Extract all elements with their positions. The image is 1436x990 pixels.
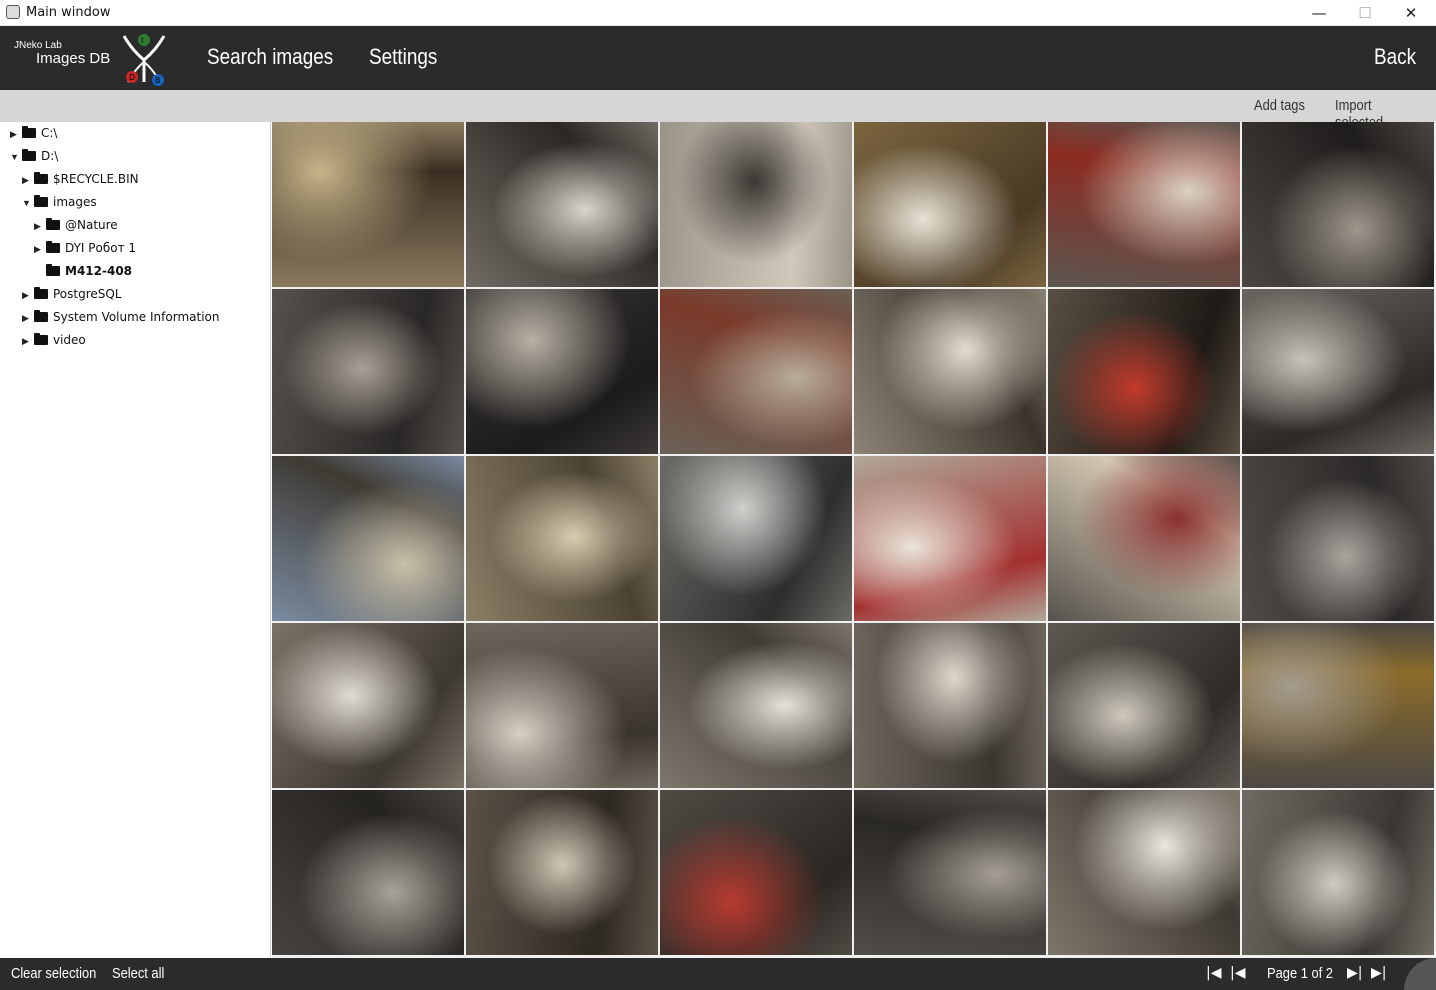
thumbnail-steering-wheel[interactable]	[1242, 122, 1434, 287]
thumbnail-dash-floor[interactable]	[272, 790, 464, 955]
tree-item-recycle-bin[interactable]: ▶ $RECYCLE.BIN	[22, 169, 139, 189]
svg-text:I: I	[141, 36, 143, 45]
app-header: JNeko Lab Images DB I D B Search images …	[0, 26, 1436, 90]
thumbnail-grille-headlight[interactable]	[660, 456, 852, 621]
tree-item-images[interactable]: ▼ images	[22, 192, 97, 212]
back-button[interactable]: Back	[1374, 44, 1417, 69]
collapse-arrow-icon[interactable]: ▼	[22, 198, 31, 208]
thumbnail-door-panel[interactable]	[854, 122, 1046, 287]
thumbnail-fuse-wiring[interactable]	[1048, 289, 1240, 454]
app-logo: JNeko Lab Images DB I D B	[14, 32, 174, 86]
folder-icon	[34, 287, 48, 299]
thumbnail-dash-wires[interactable]	[1242, 623, 1434, 788]
thumbnail-door-frame[interactable]	[660, 623, 852, 788]
image-grid	[272, 122, 1436, 958]
tree-item-d-drive[interactable]: ▼ D:\	[10, 146, 58, 166]
thumbnail-floor-insulation-2[interactable]	[1242, 456, 1434, 621]
window-title: Main window	[26, 5, 111, 20]
thumbnail-dash-frame[interactable]	[1048, 623, 1240, 788]
folder-icon	[22, 149, 36, 161]
select-all-button[interactable]: Select all	[112, 965, 165, 982]
nav-search-images[interactable]: Search images	[207, 44, 334, 69]
thumbnail-interior-seat[interactable]	[854, 289, 1046, 454]
expand-arrow-icon[interactable]: ▶	[22, 313, 29, 323]
thumbnail-dash-steering[interactable]	[1048, 456, 1240, 621]
minimize-button[interactable]: —	[1311, 4, 1327, 22]
thumbnail-firewall[interactable]	[1242, 790, 1434, 955]
thumbnail-car-rear[interactable]	[1048, 122, 1240, 287]
tree-item-c-drive[interactable]: ▶ C:\	[10, 123, 57, 143]
expand-arrow-icon[interactable]: ▶	[34, 221, 41, 231]
tree-item-nature[interactable]: ▶ @Nature	[34, 215, 118, 235]
next-page-icon[interactable]: ▶|	[1347, 965, 1363, 981]
svg-text:B: B	[155, 76, 161, 85]
status-footer: Clear selection Select all |◀ |◀ Page 1 …	[0, 958, 1436, 990]
close-button[interactable]: ✕	[1404, 4, 1418, 22]
thumbnail-steering-gauges[interactable]	[272, 289, 464, 454]
expand-arrow-icon[interactable]: ▶	[34, 244, 41, 254]
tree-item-dyi-robot[interactable]: ▶ DYI Робот 1	[34, 238, 136, 258]
thumbnail-car-front-right[interactable]	[466, 456, 658, 621]
folder-icon	[34, 333, 48, 345]
folder-icon	[46, 241, 60, 253]
thumbnail-roof-interior[interactable]	[1048, 790, 1240, 955]
prev-page-icon[interactable]: |◀	[1230, 965, 1246, 981]
expand-arrow-icon[interactable]: ▶	[10, 129, 17, 139]
logo-name-text: Images DB	[36, 50, 111, 67]
thumbnail-mirror[interactable]	[272, 122, 464, 287]
thumbnail-wiring-dash[interactable]	[660, 289, 852, 454]
add-tags-button[interactable]: Add tags	[1254, 97, 1305, 114]
thumbnail-engine-bay[interactable]	[466, 790, 658, 955]
folder-icon	[34, 172, 48, 184]
nav-settings[interactable]: Settings	[369, 44, 438, 69]
last-page-icon[interactable]: ▶|	[1371, 965, 1387, 981]
page-indicator: Page 1 of 2	[1267, 965, 1333, 982]
thumbnail-interior-door[interactable]	[854, 456, 1046, 621]
first-page-icon[interactable]: |◀	[1206, 965, 1222, 981]
folder-icon	[22, 126, 36, 138]
thumbnail-interior-front[interactable]	[272, 623, 464, 788]
expand-arrow-icon[interactable]: ▶	[22, 290, 29, 300]
action-toolbar: Add tags Import selected	[0, 90, 1436, 131]
logo-emblem-icon: I D B	[122, 34, 166, 86]
expand-arrow-icon[interactable]: ▶	[22, 175, 29, 185]
tree-item-video[interactable]: ▶ video	[22, 330, 86, 350]
folder-icon	[34, 310, 48, 322]
tree-item-system-volume[interactable]: ▶ System Volume Information	[22, 307, 219, 327]
maximize-button[interactable]: ☐	[1358, 4, 1372, 22]
collapse-arrow-icon[interactable]: ▼	[10, 152, 19, 162]
folder-icon	[46, 264, 60, 276]
folder-icon	[34, 195, 48, 207]
thumbnail-fuse-closeup[interactable]	[660, 790, 852, 955]
thumbnail-floor-insulation[interactable]	[1242, 289, 1434, 454]
thumbnail-floor-wires[interactable]	[854, 790, 1046, 955]
expand-arrow-icon[interactable]: ▶	[22, 336, 29, 346]
title-bar: Main window — ☐ ✕	[0, 0, 1436, 26]
logo-lab-text: JNeko Lab	[14, 40, 62, 51]
thumbnail-car-front-left[interactable]	[272, 456, 464, 621]
thumbnail-door-interior[interactable]	[854, 623, 1046, 788]
clear-selection-button[interactable]: Clear selection	[11, 965, 97, 982]
svg-text:D: D	[129, 73, 135, 82]
thumbnail-interior-seat-2[interactable]	[466, 623, 658, 788]
folder-tree: ▶ C:\ ▼ D:\ ▶ $RECYCLE.BIN ▼ images ▶ @Nature…	[0, 122, 271, 958]
tree-item-m412-408[interactable]: M412-408	[34, 261, 132, 281]
app-icon	[6, 5, 20, 19]
thumbnail-dashboard-wires[interactable]	[466, 122, 658, 287]
thumbnail-seats[interactable]	[660, 122, 852, 287]
folder-icon	[46, 218, 60, 230]
tree-item-postgresql[interactable]: ▶ PostgreSQL	[22, 284, 122, 304]
thumbnail-gauges-closeup[interactable]	[466, 289, 658, 454]
